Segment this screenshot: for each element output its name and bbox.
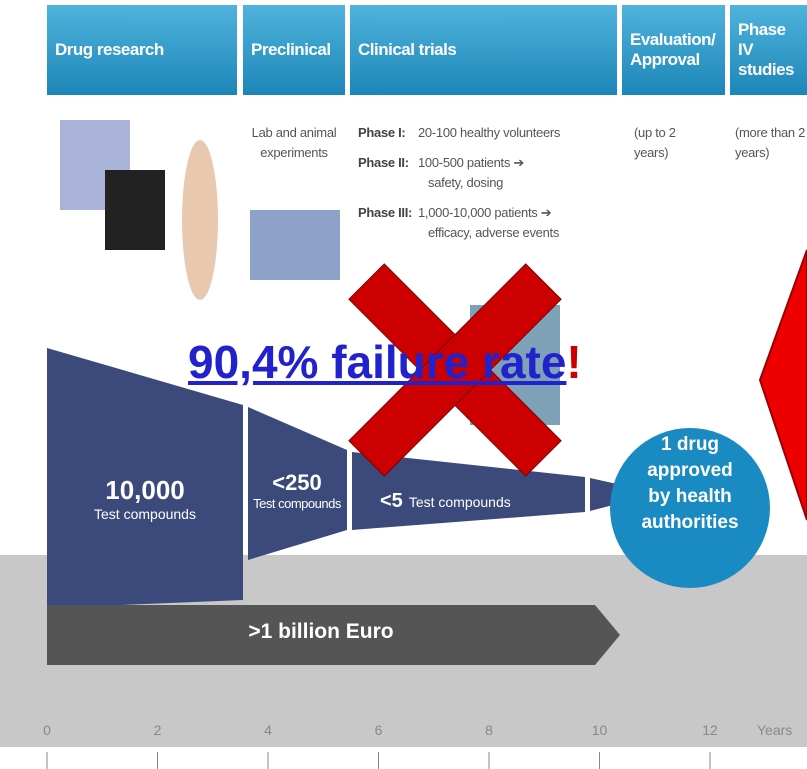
count: <5 bbox=[380, 490, 403, 512]
red-arrow bbox=[758, 249, 807, 521]
phase-label: Phase I: bbox=[358, 125, 406, 140]
tick-label: 12 bbox=[702, 722, 718, 738]
column-title: Clinical trials bbox=[350, 5, 617, 95]
phase-line: 100-500 patients ➔ bbox=[418, 155, 524, 170]
tick-label: 8 bbox=[485, 722, 493, 738]
count: <250 bbox=[272, 470, 322, 495]
tick-label: 2 bbox=[153, 722, 162, 738]
timeline-unit: Years bbox=[757, 722, 793, 738]
cost: >1 billion Euro bbox=[248, 620, 394, 643]
phase: Phase I: 20-100 healthy volunteers bbox=[358, 123, 618, 143]
phase-line: safety, dosing bbox=[428, 175, 504, 190]
phase-label: Phase II: bbox=[358, 155, 409, 170]
phase-label: Phase III: bbox=[358, 205, 413, 220]
image bbox=[105, 170, 165, 250]
unit: Test compounds bbox=[94, 506, 196, 522]
funnel-1 bbox=[47, 348, 243, 608]
phase-line: 20-100 healthy volunteers bbox=[418, 125, 561, 140]
column-title: Evaluation/ Approval bbox=[622, 5, 725, 95]
phase-text: 100-500 patients ➔ safety, dosing bbox=[418, 153, 524, 193]
failure-text: 90,4% failure rate bbox=[188, 336, 567, 388]
phase-list: Phase I: 20-100 healthy volunteers Phase I… bbox=[358, 123, 618, 253]
funnel-stage: 10,000 Test compounds bbox=[47, 475, 243, 522]
column-title: Drug research bbox=[47, 5, 237, 95]
phase-text: 20-100 healthy volunteers bbox=[418, 123, 560, 143]
funnel-stage: <250 Test compounds bbox=[243, 470, 351, 511]
phase-text: 1,000-10,000 patients ➔ efficacy, adverse… bbox=[418, 203, 559, 243]
unit: Test compounds bbox=[408, 494, 511, 510]
column-description: (up to 2 years) bbox=[634, 125, 676, 160]
tick-label: 10 bbox=[591, 722, 608, 738]
column-title: Phase IV studies bbox=[730, 5, 807, 95]
failure-mark: ! bbox=[566, 336, 582, 388]
funnel-stage: <5 Test compounds bbox=[380, 490, 560, 513]
red-x bbox=[348, 263, 562, 477]
count: 10,000 bbox=[105, 475, 185, 505]
phase-line: efficacy, adverse events bbox=[428, 225, 560, 240]
image bbox=[182, 140, 218, 300]
image bbox=[250, 210, 340, 280]
tick-label: 6 bbox=[374, 722, 383, 738]
overlay: 90,4% failure rate! bbox=[188, 335, 582, 389]
column-description: Lab and animal experiments bbox=[251, 125, 337, 160]
tick-label: 0 bbox=[43, 722, 51, 738]
tick-label: 4 bbox=[264, 722, 272, 738]
unit: Test compounds bbox=[253, 496, 341, 511]
column-title: Preclinical bbox=[243, 5, 345, 95]
result-circle bbox=[610, 428, 770, 588]
column-description: (more than 2 years) bbox=[735, 125, 806, 160]
phase: Phase III: 1,000-10,000 patients ➔ efficac… bbox=[358, 203, 618, 243]
phase: Phase II: 100-500 patients ➔ safety, dosin… bbox=[358, 153, 618, 193]
funnel-2 bbox=[248, 407, 347, 560]
result: 1 drug approved by health authorities bbox=[641, 434, 739, 533]
phase-line: 1,000-10,000 patients ➔ bbox=[418, 205, 552, 220]
cost-arrow bbox=[47, 605, 620, 665]
